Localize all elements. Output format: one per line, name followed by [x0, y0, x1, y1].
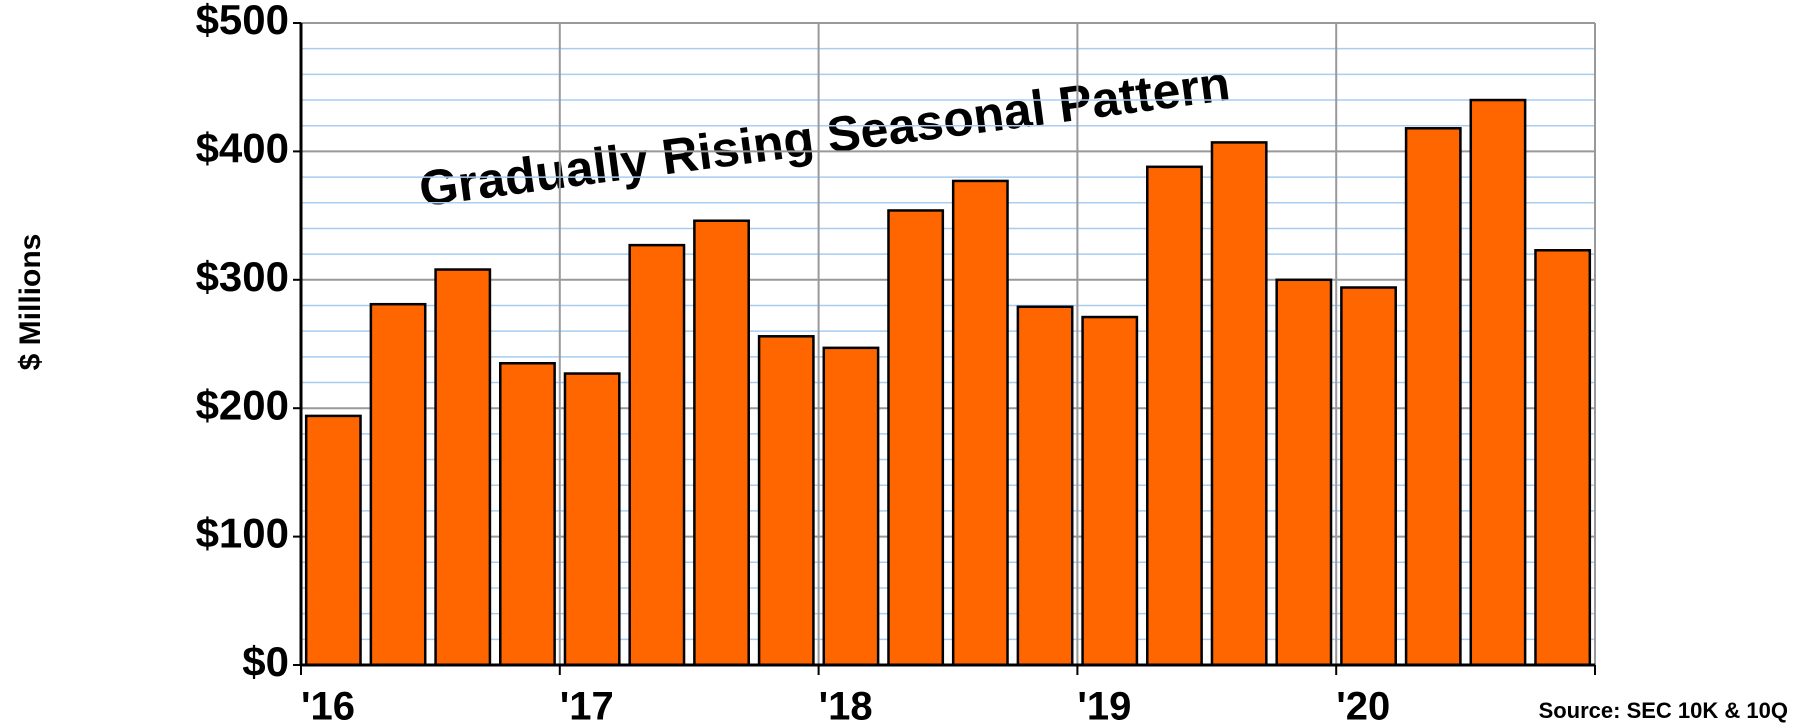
bar — [434, 268, 492, 667]
bar — [951, 179, 1009, 667]
bar — [563, 372, 621, 667]
x-tick-label: '19 — [1077, 685, 1131, 728]
bar — [1404, 127, 1462, 667]
y-axis-label: $ Millions — [14, 234, 47, 371]
bar — [1210, 141, 1268, 667]
bar — [1534, 249, 1592, 667]
y-tick-label: $500 — [196, 0, 289, 43]
y-tick-label: $400 — [196, 124, 289, 171]
y-tick-label: $0 — [242, 638, 289, 685]
bar — [304, 414, 362, 667]
bar — [757, 335, 815, 667]
x-tick-label: '18 — [819, 685, 873, 728]
bar — [822, 346, 880, 667]
bar — [1275, 278, 1333, 667]
bar — [1146, 165, 1203, 667]
bar — [499, 362, 556, 667]
bar — [1016, 305, 1074, 667]
annotation: Gradually Rising Seasonal Pattern — [416, 55, 1233, 217]
x-tick-label: '17 — [560, 685, 614, 728]
y-tick-label: $200 — [196, 381, 289, 428]
source: Source: SEC 10K & 10Q — [1539, 698, 1788, 723]
y-tick-label: $300 — [196, 253, 289, 300]
y-tick-label: $100 — [196, 510, 289, 557]
bar — [628, 243, 686, 667]
bar — [693, 219, 750, 667]
bar — [1081, 315, 1139, 667]
bar — [369, 302, 427, 667]
x-tick-label: '20 — [1336, 685, 1390, 728]
bar — [1469, 98, 1527, 667]
bar — [887, 209, 945, 667]
bar — [1340, 286, 1397, 667]
x-tick-label: '16 — [301, 685, 355, 728]
